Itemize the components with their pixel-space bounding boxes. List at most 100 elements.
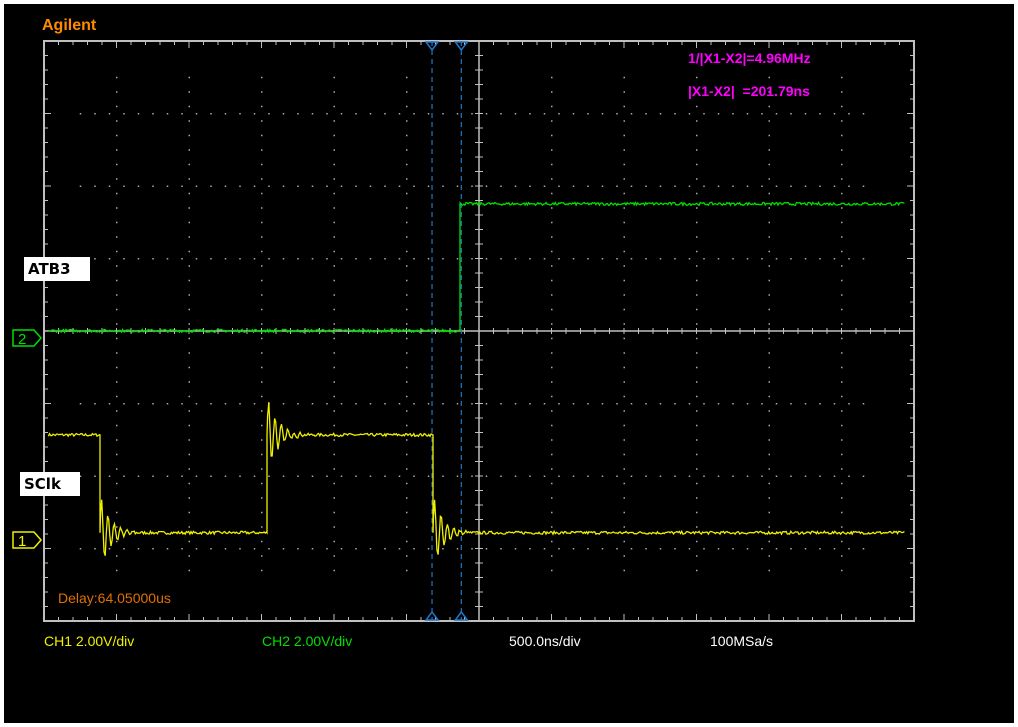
timebase[interactable]: 500.0ns/div [509,633,581,649]
grid-dot [123,185,125,187]
grid-dot [768,352,770,354]
grid-dot [94,258,96,260]
grid-dot [623,424,625,427]
ch2-scale[interactable]: CH2 2.00V/div [262,633,353,649]
grid-dot [768,105,770,108]
grid-dot [116,294,118,296]
grid-dot [181,475,183,477]
grid-dot [261,76,263,79]
grid-dot [790,475,792,477]
grid-dot [768,381,770,383]
grid-dot [471,475,473,477]
grid-dot [696,149,698,151]
grid-dot [623,134,625,137]
grid-dot [79,185,82,187]
grid-dot [833,258,836,260]
grid-dot [761,548,763,550]
grid-dot [406,439,408,441]
grid-dot [696,482,698,485]
grid-dot [406,279,408,282]
grid-dot [261,178,263,180]
grid-dot [116,120,118,122]
grid-dot [696,105,698,108]
grid-dot [116,265,118,267]
grid-dot [94,403,96,405]
grid-dot [333,540,335,543]
grid-dot [456,185,459,187]
grid-dot [485,475,488,477]
grid-dot [333,221,335,224]
grid-dot [471,403,473,405]
grid-dot [623,178,625,180]
grid-dot [696,381,698,383]
grid-dot [195,258,198,260]
grid-dot [768,482,770,485]
grid-dot [224,548,227,550]
grid-dot [616,113,618,115]
grid-dot [746,258,749,260]
grid-dot [261,323,263,325]
grid-dot [696,410,698,412]
ch1-scale[interactable]: CH1 2.00V/div [44,633,135,649]
grid-dot [688,185,691,187]
grid-dot [406,105,408,108]
grid-dot [761,258,763,260]
grid-dot [384,475,386,477]
grid-dot [188,265,190,267]
grid-dot [572,548,575,550]
grid-dot [572,403,575,405]
grid-dot [630,258,633,260]
grid-dot [116,192,118,195]
grid-dot [841,178,843,180]
grid-dot [790,113,792,115]
grid-dot [630,113,633,115]
grid-dot [282,403,285,405]
grid-dot [775,403,778,405]
grid-dot [841,468,843,470]
grid-dot [297,475,299,477]
grid-dot [137,113,140,115]
grid-dot [551,221,553,224]
grid-dot [261,366,263,369]
grid-dot [551,526,553,528]
grid-dot [188,323,190,325]
grid-dot [188,76,190,79]
grid-dot [406,163,408,166]
grid-dot [398,403,401,405]
grid-dot [406,265,408,267]
grid-dot [790,185,792,187]
grid-dot [261,308,263,311]
grid-dot [333,91,335,93]
grid-dot [703,475,705,477]
grid-dot [210,548,212,550]
grid-dot [551,250,553,253]
grid-dot [456,113,459,115]
grid-dot [841,352,843,354]
grid-dot [696,163,698,166]
grid-dot [768,468,770,470]
grid-dot [790,403,792,405]
grid-dot [398,258,401,260]
ch1-label: SClk [20,472,80,496]
grid-dot [333,352,335,354]
grid-dot [551,424,553,427]
grid-dot [406,294,408,296]
grid-dot [188,395,190,398]
grid-dot [311,185,314,187]
grid-dot [116,381,118,383]
grid-dot [188,366,190,369]
grid-dot [261,265,263,267]
grid-dot [768,323,770,325]
grid-dot [551,439,553,441]
grid-dot [485,548,488,550]
grid-dot [543,548,546,550]
grid-dot [333,424,335,427]
grid-dot [688,403,691,405]
grid-dot [768,149,770,151]
grid-dot [333,265,335,267]
grid-dot [116,105,118,108]
grid-dot [841,497,843,499]
grid-dot [768,279,770,282]
grid-dot [79,475,82,477]
grid-dot [406,511,408,514]
